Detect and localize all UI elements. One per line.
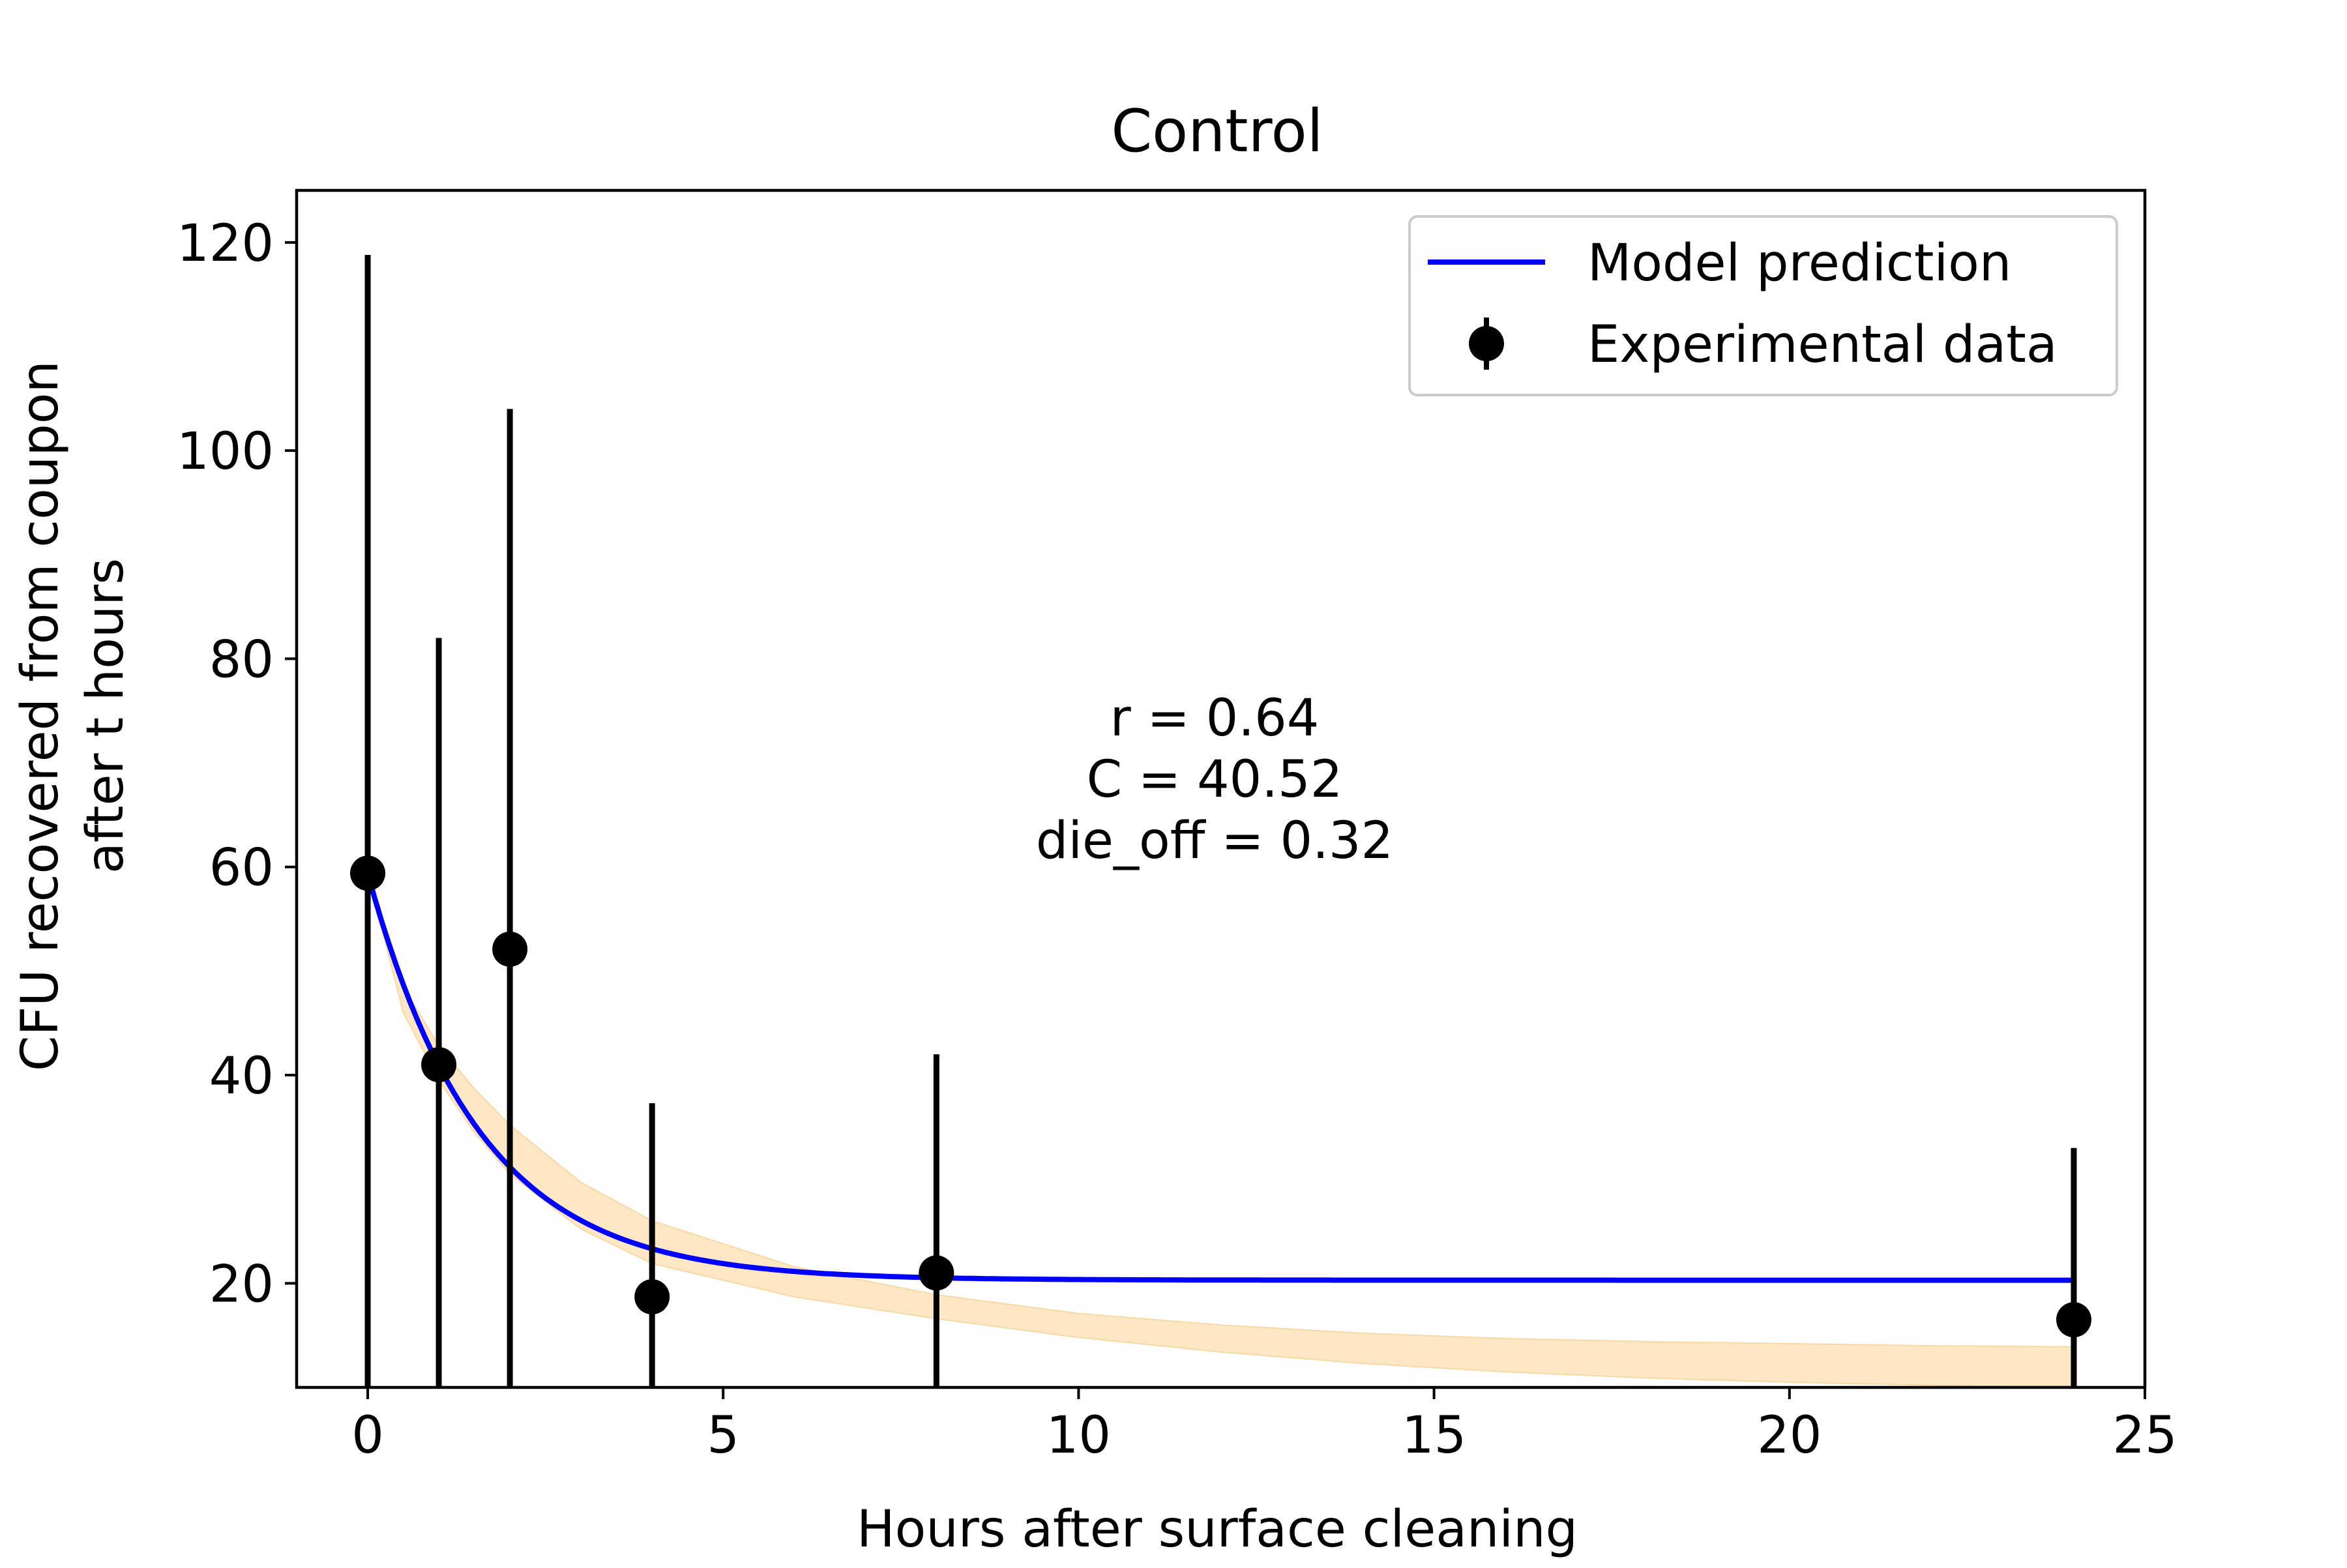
x-tick-label: 0	[351, 1406, 384, 1465]
annotation-r: r = 0.64	[1110, 689, 1320, 748]
y-tick-label: 20	[209, 1255, 274, 1314]
y-tick-label: 80	[209, 630, 274, 689]
data-point	[350, 855, 386, 891]
y-tick-label: 100	[177, 422, 274, 481]
y-axis-label-line-1: CFU recovered from coupon	[11, 361, 70, 1071]
data-point	[2056, 1302, 2091, 1338]
axis-ticks: 0 5 10 15 20 25 20 40 60 80 100 120	[177, 214, 2177, 1465]
x-tick-label: 25	[2112, 1406, 2177, 1465]
x-tick-label: 10	[1046, 1406, 1111, 1465]
y-axis-label: CFU recovered from coupon after t hours	[11, 361, 135, 1071]
x-tick-label: 5	[707, 1406, 739, 1465]
data-point	[634, 1279, 670, 1315]
x-tick-label: 15	[1402, 1406, 1466, 1465]
legend: Model prediction Experimental data	[1408, 215, 2118, 396]
y-tick-label: 60	[209, 839, 274, 898]
data-point	[421, 1047, 457, 1083]
plot-area	[295, 188, 2147, 1389]
y-tick-label: 120	[177, 214, 274, 273]
x-axis-label: Hours after surface cleaning	[857, 1500, 1578, 1559]
fit-parameters-annotation: r = 0.64 C = 40.52 die_off = 0.32	[1036, 689, 1393, 870]
legend-frame	[1408, 215, 2118, 396]
legend-label-data: Experimental data	[1587, 316, 2058, 374]
axes-frame	[295, 188, 2147, 1389]
y-axis-label-line-2: after t hours	[76, 558, 135, 874]
annotation-c: C = 40.52	[1087, 750, 1343, 809]
legend-label-model: Model prediction	[1587, 234, 2011, 293]
chart-title: Control	[1111, 97, 1323, 166]
data-point	[919, 1255, 954, 1291]
y-tick-label: 40	[209, 1047, 274, 1106]
x-tick-label: 20	[1757, 1406, 1822, 1465]
data-point	[492, 931, 528, 967]
annotation-die-off: die_off = 0.32	[1036, 812, 1393, 870]
legend-marker-swatch	[1469, 326, 1504, 361]
